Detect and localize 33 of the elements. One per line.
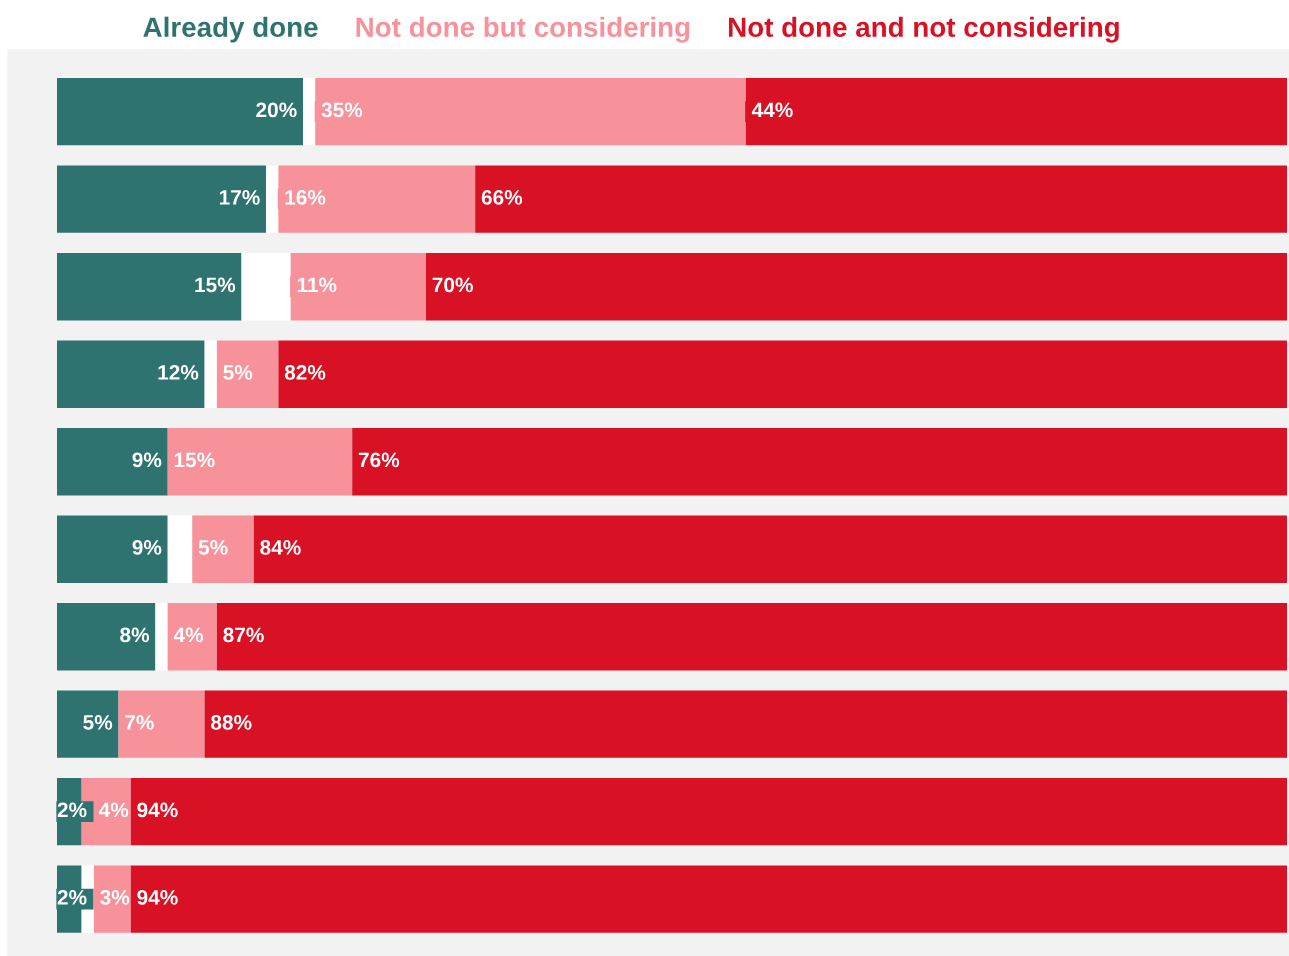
- data-label: 70%: [432, 277, 473, 293]
- data-label: 76%: [358, 452, 400, 468]
- data-label: 8%: [120, 627, 150, 643]
- series-label: Already done: [143, 16, 318, 43]
- data-label: 5%: [198, 540, 228, 555]
- data-label: 11%: [297, 277, 337, 293]
- data-label: 5%: [83, 715, 113, 730]
- data-label: 66%: [481, 190, 523, 205]
- data-label: 3%: [100, 890, 130, 905]
- data-label: 82%: [284, 365, 326, 380]
- series-label: Not done and not considering: [729, 16, 1119, 43]
- data-label: 4%: [98, 802, 129, 818]
- data-label: 94%: [137, 890, 178, 905]
- data-label: 20%: [256, 102, 297, 118]
- data-label: 5%: [223, 365, 253, 380]
- data-label: 84%: [260, 540, 301, 555]
- data-label: 87%: [223, 627, 264, 643]
- data-label: 35%: [321, 102, 363, 118]
- data-label: 16%: [285, 190, 326, 205]
- data-label: 7%: [125, 715, 154, 730]
- series-label: Not done but considering: [356, 16, 690, 43]
- data-label: 9%: [132, 540, 162, 555]
- data-label: 12%: [158, 365, 199, 380]
- data-label: 9%: [132, 452, 162, 468]
- data-label: 88%: [211, 715, 252, 730]
- data-label: 15%: [174, 452, 215, 468]
- data-label: 15%: [195, 277, 236, 293]
- data-label: 2%: [57, 890, 87, 905]
- data-label: 44%: [751, 102, 793, 118]
- data-label: 2%: [57, 802, 87, 818]
- data-label: 4%: [173, 627, 204, 643]
- data-label: 94%: [137, 802, 178, 818]
- data-label: 17%: [219, 190, 260, 205]
